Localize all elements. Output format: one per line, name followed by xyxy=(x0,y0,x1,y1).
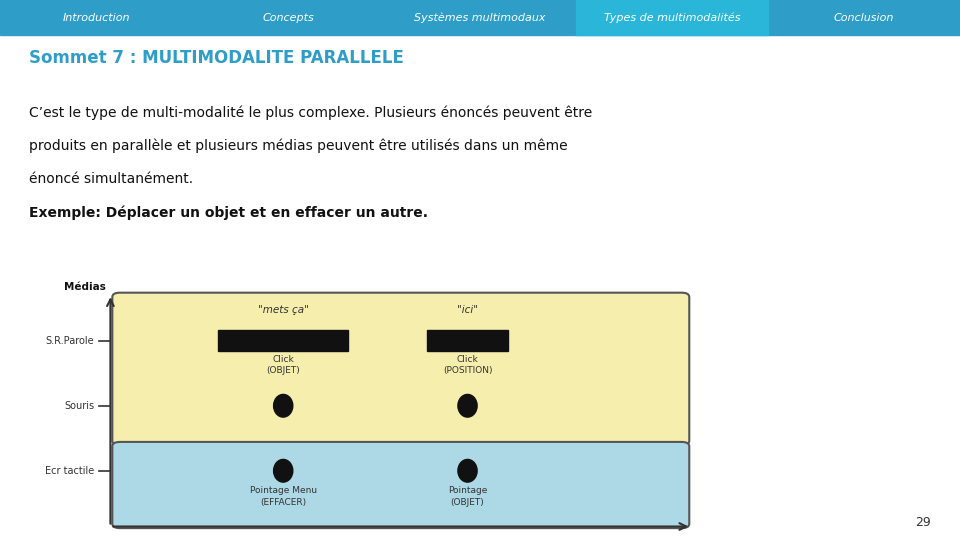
Ellipse shape xyxy=(274,460,293,482)
Text: Click
(POSITION): Click (POSITION) xyxy=(443,355,492,375)
Text: "mets ça": "mets ça" xyxy=(258,305,308,315)
Bar xyxy=(218,330,348,351)
FancyBboxPatch shape xyxy=(112,293,689,445)
Text: Introduction: Introduction xyxy=(62,12,130,23)
Text: Exemple: Déplacer un objet et en effacer un autre.: Exemple: Déplacer un objet et en effacer… xyxy=(29,206,428,220)
Text: Click
(OBJET): Click (OBJET) xyxy=(266,355,300,375)
Text: Pointage
(OBJET): Pointage (OBJET) xyxy=(447,487,488,507)
Ellipse shape xyxy=(274,394,293,417)
Text: Sommet 7 : MULTIMODALITE PARALLELE: Sommet 7 : MULTIMODALITE PARALLELE xyxy=(29,49,403,66)
Text: Concepts: Concepts xyxy=(262,12,314,23)
Text: Types de multimodalités: Types de multimodalités xyxy=(604,12,740,23)
Bar xyxy=(0,0,960,35)
Ellipse shape xyxy=(458,460,477,482)
Bar xyxy=(576,0,768,35)
Text: Médias: Médias xyxy=(63,281,106,292)
Text: Pointage Menu
(EFFACER): Pointage Menu (EFFACER) xyxy=(250,487,317,507)
Text: C’est le type de multi-modalité le plus complexe. Plusieurs énoncés peuvent être: C’est le type de multi-modalité le plus … xyxy=(29,105,592,120)
Text: Ecr tactile: Ecr tactile xyxy=(45,466,94,476)
Bar xyxy=(426,330,509,351)
Text: "ici": "ici" xyxy=(457,305,478,315)
Ellipse shape xyxy=(458,394,477,417)
Text: Systèmes multimodaux: Systèmes multimodaux xyxy=(415,12,545,23)
Text: 29: 29 xyxy=(916,516,931,529)
Text: énoncé simultanément.: énoncé simultanément. xyxy=(29,172,193,186)
FancyBboxPatch shape xyxy=(112,442,689,528)
Text: Souris: Souris xyxy=(64,401,94,411)
Text: S.R.Parole: S.R.Parole xyxy=(45,336,94,346)
Text: Conclusion: Conclusion xyxy=(834,12,894,23)
Text: produits en parallèle et plusieurs médias peuvent être utilisés dans un même: produits en parallèle et plusieurs média… xyxy=(29,139,567,153)
